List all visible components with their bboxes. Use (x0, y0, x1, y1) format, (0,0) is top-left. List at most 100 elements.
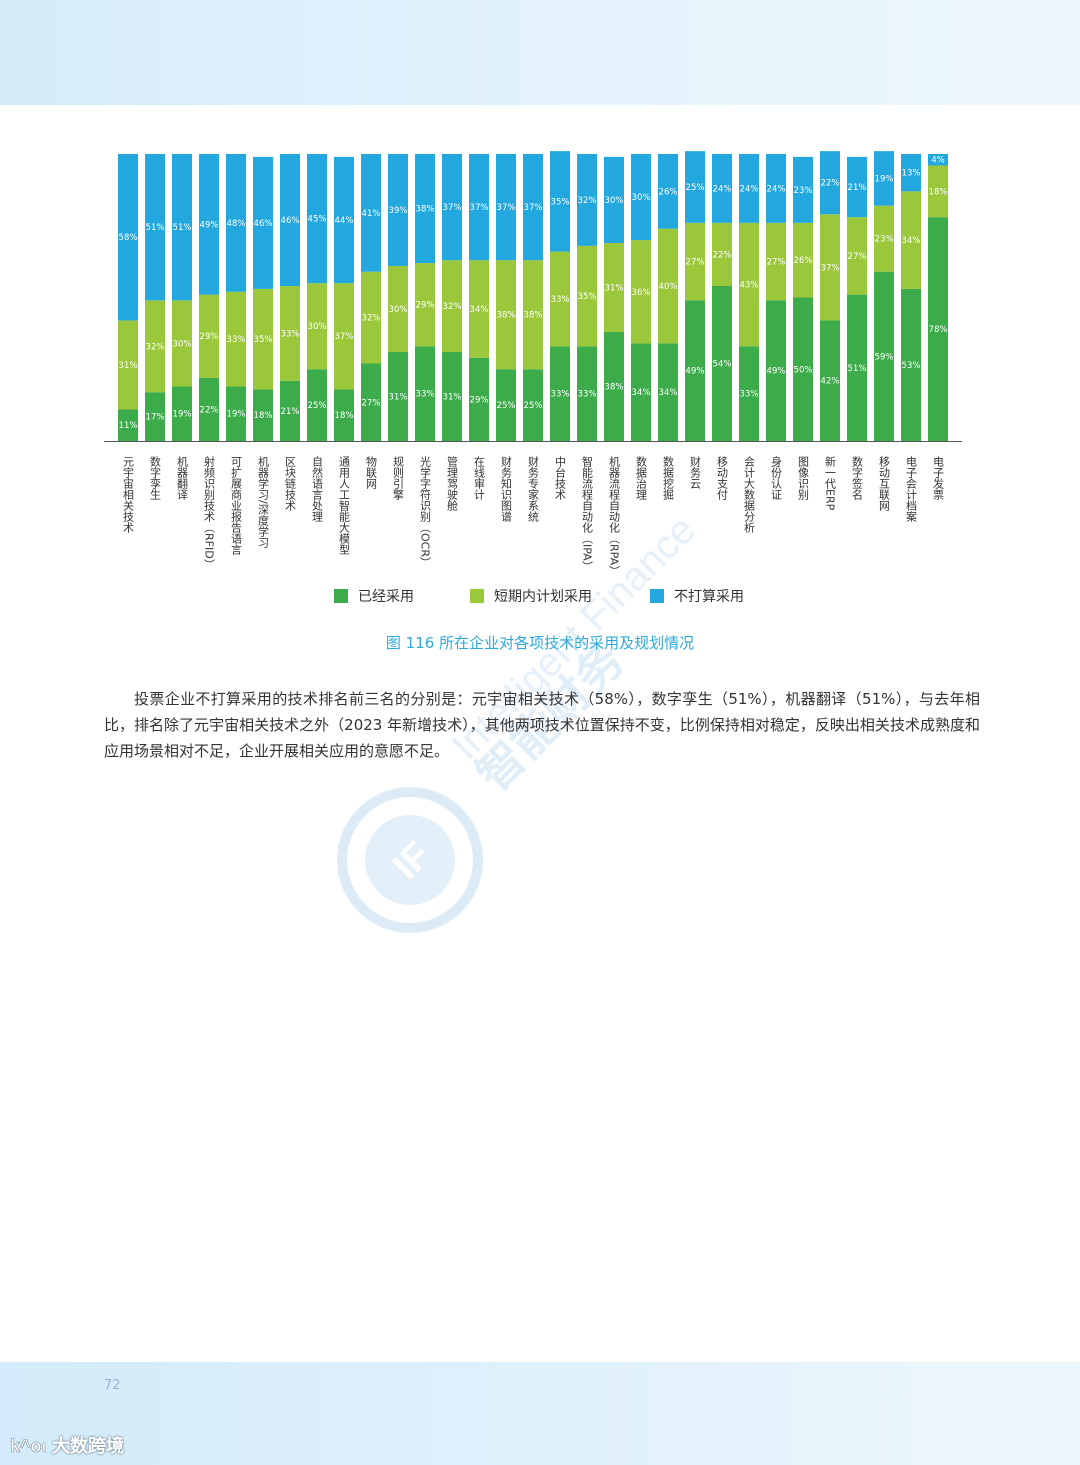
brand-logo-icon: k^oo (10, 1436, 46, 1457)
bar-segment-2-24 (739, 222, 759, 347)
bar-value-label: 54% (713, 360, 732, 370)
bar-segment-2-18 (577, 245, 597, 347)
category-label: 规则引擎 (392, 455, 405, 500)
bar-value-label: 38% (497, 311, 516, 321)
category-label: 智能流程自动化（IPA） (581, 455, 594, 572)
bar-value-label: 78% (929, 325, 948, 335)
bar-value-label: 32% (362, 314, 381, 324)
bar-segment-2-1 (118, 320, 138, 410)
bar-value-label: 36% (632, 288, 651, 298)
legend-swatch-planned (470, 589, 484, 603)
page-number: 72 (104, 1378, 121, 1393)
legend-swatch-not-planned (650, 589, 664, 603)
bar-value-label: 34% (470, 305, 489, 315)
legend-swatch-adopted (334, 589, 348, 603)
bar-value-label: 18% (335, 411, 354, 421)
bar-value-label: 46% (281, 216, 300, 226)
bar-segment-2-28 (847, 217, 867, 295)
bar-segment-3-21 (658, 154, 678, 229)
bar-segment-1-16 (523, 369, 543, 441)
bar-value-label: 53% (902, 361, 921, 371)
bar-value-label: 19% (173, 410, 192, 420)
bar-segment-2-23 (712, 222, 732, 287)
brand-logo-glyph: k^oo (10, 1436, 46, 1456)
bar-value-label: 35% (578, 292, 597, 302)
bar-segment-3-7 (280, 154, 300, 287)
category-label: 物联网 (365, 455, 378, 490)
category-label: 身份认证 (770, 455, 783, 500)
bar-value-label: 33% (551, 295, 570, 305)
bar-value-label: 29% (470, 395, 489, 405)
bar-value-label: 29% (416, 301, 435, 311)
bar-value-label: 31% (605, 283, 624, 293)
bar-value-label: 42% (821, 377, 840, 387)
bar-value-label: 29% (200, 332, 219, 342)
bar-value-label: 17% (146, 413, 165, 423)
bar-value-label: 51% (146, 223, 165, 233)
bar-segment-3-3 (172, 154, 192, 301)
bar-value-label: 49% (686, 367, 705, 377)
bar-value-label: 33% (740, 390, 759, 400)
legend-label-adopted: 已经采用 (358, 589, 414, 605)
bar-value-label: 49% (200, 220, 219, 230)
bar-segment-1-25 (766, 300, 786, 441)
bar-value-label: 51% (848, 364, 867, 374)
bar-segment-3-20 (631, 154, 651, 241)
bar-segment-2-12 (415, 263, 435, 347)
bar-segment-1-24 (739, 346, 759, 441)
bar-value-label: 21% (848, 183, 867, 193)
legend-item-adopted: 已经采用 (334, 586, 414, 606)
bar-segment-2-29 (874, 205, 894, 272)
bar-segment-3-11 (388, 154, 408, 266)
category-label: 新一代ERP (824, 455, 837, 511)
category-label: 机器流程自动化（RPA） (608, 455, 621, 576)
bar-segment-3-24 (739, 154, 759, 223)
bar-value-label: 31% (119, 361, 138, 371)
bar-value-label: 30% (308, 322, 327, 332)
bar-segment-2-26 (793, 222, 813, 298)
watermark-ring (337, 787, 483, 933)
bar-segment-3-2 (145, 154, 165, 301)
bar-value-label: 27% (362, 398, 381, 408)
bar-value-label: 34% (632, 388, 651, 398)
bar-value-label: 4% (931, 156, 945, 166)
bar-segment-3-27 (820, 151, 840, 215)
bar-segment-2-10 (361, 271, 381, 364)
bar-segment-3-28 (847, 156, 867, 218)
bar-segment-3-22 (685, 151, 705, 223)
bar-segment-2-16 (523, 260, 543, 370)
bar-value-label: 19% (227, 410, 246, 420)
category-label: 射频识别技术（RFID） (203, 455, 216, 570)
bar-value-label: 33% (227, 335, 246, 345)
bar-segment-3-13 (442, 154, 462, 261)
bar-value-label: 35% (551, 197, 570, 207)
bar-value-label: 33% (551, 390, 570, 400)
bar-segment-2-30 (901, 191, 921, 289)
watermark-logo-text: IF (385, 834, 439, 888)
bar-segment-2-19 (604, 242, 624, 332)
bar-value-label: 46% (254, 219, 273, 229)
bar-segment-2-25 (766, 222, 786, 301)
bar-value-label: 18% (254, 411, 273, 421)
bar-value-label: 11% (119, 421, 138, 431)
body-paragraph: 投票企业不打算采用的技术排名前三名的分别是：元宇宙相关技术（58%），数字孪生（… (104, 690, 980, 760)
bar-segment-3-1 (118, 154, 138, 321)
legend-item-planned: 短期内计划采用 (470, 586, 592, 606)
bar-segment-3-19 (604, 156, 624, 243)
bar-value-label: 26% (794, 256, 813, 266)
bar-value-label: 31% (389, 393, 408, 403)
bar-segment-2-27 (820, 214, 840, 321)
bar-segment-1-21 (658, 343, 678, 441)
bar-value-label: 30% (173, 339, 192, 349)
bar-value-label: 38% (416, 205, 435, 215)
bar-segment-1-14 (469, 357, 489, 441)
bar-value-label: 39% (389, 206, 408, 216)
bar-value-label: 33% (281, 329, 300, 339)
bar-segment-2-11 (388, 265, 408, 353)
bar-segment-1-2 (145, 392, 165, 441)
category-label: 可扩展商业报告语言 (230, 456, 243, 556)
bar-value-label: 27% (848, 252, 867, 262)
bottom-footer-band (0, 1362, 1080, 1465)
bar-segment-3-23 (712, 154, 732, 223)
bar-value-label: 27% (767, 258, 786, 268)
